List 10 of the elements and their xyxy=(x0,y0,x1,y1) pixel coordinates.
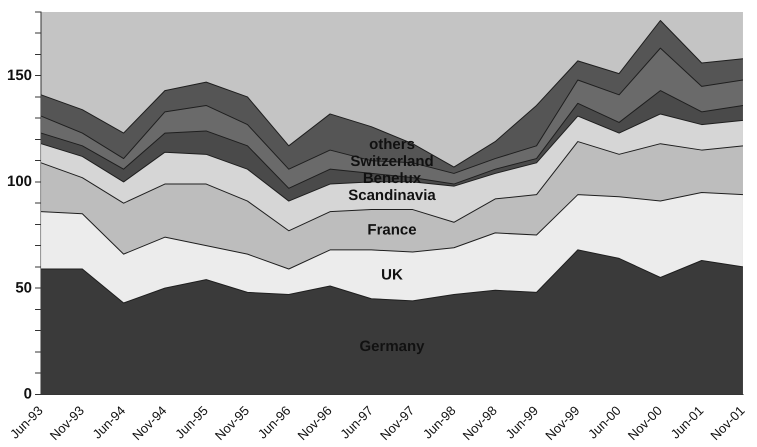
series-label: Switzerland xyxy=(350,152,434,170)
series-label: Benelux xyxy=(362,170,422,187)
y-tick-label: 150 xyxy=(6,66,32,84)
series-label: France xyxy=(367,221,417,238)
y-tick-label: 0 xyxy=(24,385,32,402)
y-tick-label: 50 xyxy=(15,279,32,296)
y-tick-label: 100 xyxy=(6,173,32,190)
series-label: Scandinavia xyxy=(348,186,436,204)
series-label: UK xyxy=(381,266,403,284)
series-label: others xyxy=(369,136,415,153)
